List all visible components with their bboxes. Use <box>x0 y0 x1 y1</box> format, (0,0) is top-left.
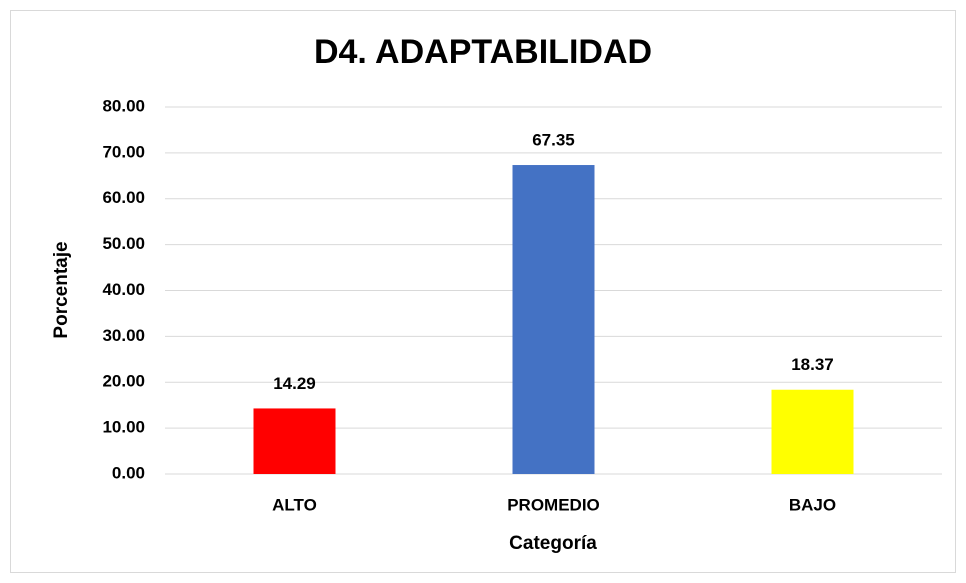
x-tick-label: BAJO <box>789 495 836 514</box>
x-axis-title: Categoría <box>509 533 597 554</box>
bar <box>512 165 595 475</box>
y-tick-label: 60.00 <box>102 188 145 207</box>
bar <box>253 408 336 474</box>
y-tick-label: 0.00 <box>112 463 145 482</box>
y-tick-label: 30.00 <box>102 326 145 345</box>
y-tick-label: 80.00 <box>102 96 145 115</box>
y-axis-title: Porcentaje <box>51 241 72 338</box>
bar <box>771 389 854 474</box>
y-tick-label: 50.00 <box>102 234 145 253</box>
x-tick-label: ALTO <box>272 495 317 514</box>
chart-title: D4. ADAPTABILIDAD <box>314 33 652 71</box>
y-tick-label: 10.00 <box>102 418 145 437</box>
x-tick-label: PROMEDIO <box>507 495 600 514</box>
data-label: 67.35 <box>532 131 575 150</box>
chart-border <box>10 10 956 573</box>
y-tick-label: 20.00 <box>102 372 145 391</box>
data-label: 14.29 <box>273 374 316 393</box>
y-tick-label: 40.00 <box>102 280 145 299</box>
y-tick-label: 70.00 <box>102 142 145 161</box>
data-label: 18.37 <box>791 355 834 374</box>
